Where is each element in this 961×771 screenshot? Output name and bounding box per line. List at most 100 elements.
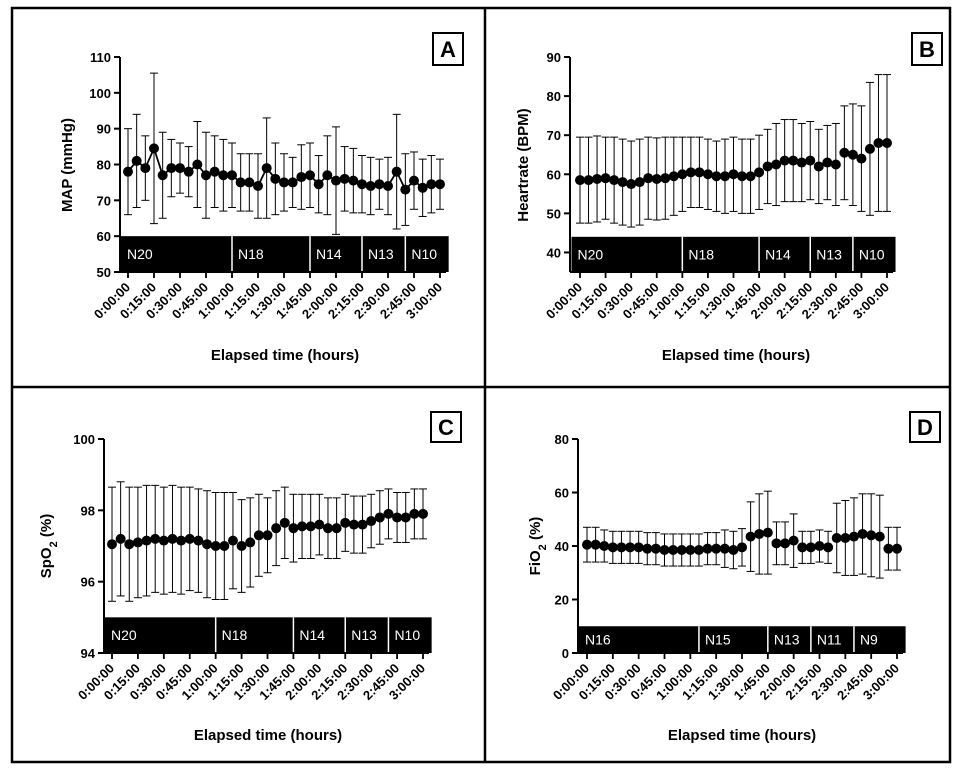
data-point — [728, 545, 739, 556]
y-tick-label: 100 — [89, 86, 111, 101]
data-point — [711, 543, 722, 554]
y-axis-label: SpO2 (%) — [38, 514, 60, 578]
y-tick-label: 100 — [73, 432, 95, 447]
data-point — [668, 545, 679, 556]
data-point — [719, 171, 730, 182]
segment-label: N20 — [127, 246, 153, 262]
segment-bar — [810, 236, 853, 272]
segment-label: N16 — [585, 632, 611, 648]
data-point — [340, 517, 351, 528]
data-point — [331, 523, 342, 534]
data-point — [771, 538, 782, 549]
y-tick-label: 70 — [97, 193, 111, 208]
data-point — [582, 539, 592, 550]
panel-letter-box — [911, 32, 943, 66]
data-point — [575, 175, 585, 186]
data-point — [253, 530, 264, 541]
data-point — [313, 179, 324, 190]
y-axis-label: Heartrate (BPM) — [515, 108, 532, 221]
data-point — [609, 175, 620, 186]
data-point — [140, 163, 151, 174]
data-point — [115, 533, 126, 544]
data-point — [873, 138, 884, 148]
data-point — [184, 533, 195, 544]
data-point — [805, 155, 816, 166]
data-point — [132, 537, 143, 548]
data-point — [711, 171, 722, 182]
data-point — [166, 163, 177, 174]
segment-label: N20 — [577, 246, 603, 262]
panel-letter: C — [438, 415, 454, 440]
segment-bar — [853, 626, 906, 653]
data-point — [219, 541, 230, 551]
data-point — [365, 181, 376, 191]
data-point — [357, 179, 367, 190]
data-point — [590, 539, 601, 550]
data-point — [183, 166, 194, 177]
segment-label: N15 — [705, 632, 731, 648]
data-point — [157, 170, 168, 181]
data-point — [193, 535, 204, 546]
data-point — [418, 508, 428, 519]
data-point — [210, 541, 221, 551]
data-point — [633, 542, 644, 553]
segment-bar — [852, 236, 896, 272]
data-point — [822, 157, 833, 168]
data-point — [866, 530, 877, 541]
data-point — [261, 163, 272, 174]
data-point — [745, 531, 756, 542]
y-tick-label: 80 — [555, 432, 569, 447]
segment-label: N18 — [688, 246, 714, 262]
data-point — [599, 541, 610, 551]
data-point — [374, 512, 385, 523]
panel-letter-box — [430, 411, 462, 443]
segment-label: N13 — [774, 632, 800, 648]
y-tick-label: 50 — [97, 265, 111, 280]
data-point — [158, 535, 169, 546]
data-point — [348, 519, 359, 530]
data-point — [202, 539, 213, 550]
data-point — [719, 543, 730, 554]
data-point — [745, 171, 756, 182]
data-point — [659, 545, 670, 556]
data-point — [685, 545, 696, 556]
data-point — [366, 516, 377, 527]
data-point — [625, 542, 636, 553]
panel-b: N20 N18 N14 N13 N104050607080900:00:000:15:0… — [515, 32, 943, 364]
data-point — [374, 179, 385, 190]
figure-border — [10, 6, 952, 764]
panel-letter-box — [909, 411, 941, 443]
data-point — [796, 157, 807, 168]
y-tick-label: 0 — [562, 646, 569, 661]
data-point — [357, 519, 368, 530]
segment-label: N18 — [222, 627, 248, 643]
y-tick-label: 20 — [555, 593, 569, 608]
data-point — [288, 523, 299, 534]
data-point — [322, 170, 333, 181]
segment-bar — [310, 236, 362, 272]
segment-bar — [405, 236, 449, 272]
data-point — [305, 521, 316, 532]
data-point — [626, 179, 637, 190]
data-point — [839, 147, 850, 158]
data-point — [660, 173, 671, 184]
y-axis-label: FiO2 (%) — [527, 517, 549, 576]
segment-bar — [388, 617, 432, 653]
data-point — [227, 535, 238, 546]
data-point — [124, 539, 135, 550]
data-point — [754, 167, 765, 178]
data-point — [607, 542, 618, 553]
data-point — [762, 161, 773, 172]
data-point — [600, 173, 611, 184]
y-tick-label: 80 — [547, 89, 561, 104]
segment-label: N10 — [411, 246, 437, 262]
panel-letter: B — [919, 37, 935, 62]
data-point — [831, 532, 842, 543]
y-tick-label: 96 — [81, 575, 95, 590]
segment-label: N10 — [394, 627, 420, 643]
data-point — [150, 533, 161, 544]
y-tick-label: 94 — [81, 646, 96, 661]
data-point — [235, 177, 246, 188]
